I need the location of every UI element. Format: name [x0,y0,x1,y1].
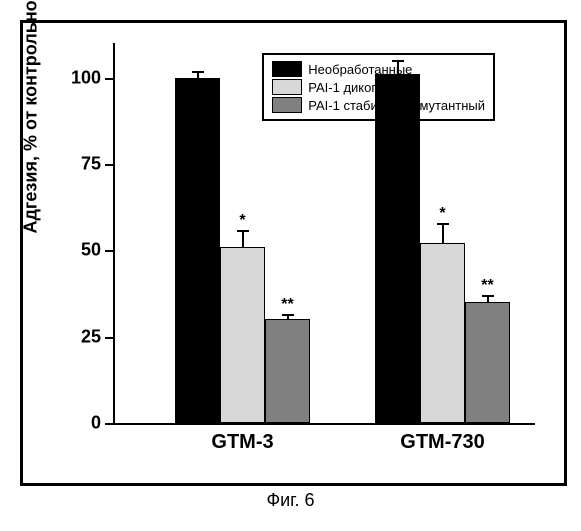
error-cap [482,295,494,297]
bar [220,247,265,423]
y-tick [105,423,115,425]
significance-label: ** [481,277,493,295]
x-tick-label: GTM-3 [211,431,273,454]
y-tick [105,250,115,252]
significance-label: * [239,212,245,230]
bar [420,243,465,423]
y-tick [105,337,115,339]
significance-label: ** [281,296,293,314]
error-cap [392,60,404,62]
error-bar [242,230,244,247]
figure-caption: Фиг. 6 [20,490,561,511]
bar [265,319,310,423]
error-bar [397,60,399,74]
chart-frame: Адгезия, % от контрольной Необработанные… [20,20,567,486]
bar [465,302,510,423]
y-tick-label: 75 [81,153,101,174]
legend-swatch [272,79,302,95]
y-tick-label: 50 [81,240,101,261]
error-cap [192,71,204,73]
error-bar [442,223,444,244]
plot-area: НеобработанныеPAI-1 дикого типаPAI-1 ста… [113,43,535,425]
legend-swatch [272,97,302,113]
y-tick-label: 100 [71,67,101,88]
y-tick [105,164,115,166]
x-tick-label: GTM-730 [400,431,484,454]
bar [375,74,420,423]
error-cap [437,223,449,225]
bar [175,78,220,423]
y-tick [105,78,115,80]
y-tick-label: 25 [81,326,101,347]
y-axis-label: Адгезия, % от контрольной [21,0,42,234]
error-cap [237,230,249,232]
legend-swatch [272,61,302,77]
error-cap [282,314,294,316]
significance-label: * [439,205,445,223]
y-tick-label: 0 [91,413,101,434]
